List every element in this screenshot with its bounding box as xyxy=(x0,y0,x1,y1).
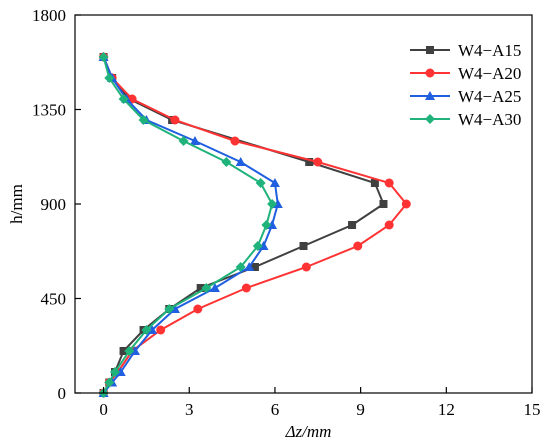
data-point xyxy=(141,325,152,335)
legend: W4−A15 W4−A20 W4−A25 W4−A30 xyxy=(410,41,521,129)
data-point xyxy=(235,262,246,272)
y-tick-label: 450 xyxy=(41,290,67,309)
legend-item: W4−A30 xyxy=(410,110,521,129)
data-point xyxy=(267,199,278,209)
data-point xyxy=(98,52,109,62)
legend-label: W4−A30 xyxy=(458,110,521,129)
y-tick-label: 900 xyxy=(41,195,67,214)
data-point xyxy=(379,200,388,208)
y-tick-label: 0 xyxy=(58,384,67,403)
data-point xyxy=(124,346,135,356)
data-point xyxy=(255,178,266,188)
series-3 xyxy=(98,52,283,397)
y-tick-label: 1350 xyxy=(32,101,66,120)
data-point xyxy=(118,94,129,104)
data-point xyxy=(230,136,240,146)
series-line xyxy=(102,56,408,394)
legend-marker xyxy=(426,46,434,54)
data-point xyxy=(201,283,212,293)
data-point xyxy=(301,262,311,272)
data-point xyxy=(109,367,120,377)
series-2 xyxy=(99,52,411,398)
data-point xyxy=(189,136,200,145)
x-tick-label: 3 xyxy=(185,400,194,419)
data-point xyxy=(401,199,411,209)
legend-label: W4−A20 xyxy=(458,64,521,83)
data-point xyxy=(313,157,323,167)
data-point xyxy=(370,179,379,187)
legend-label: W4−A15 xyxy=(458,41,521,60)
data-point xyxy=(164,304,175,314)
data-point xyxy=(104,377,115,388)
legend-item: W4−A20 xyxy=(410,64,521,83)
series-layer xyxy=(98,52,411,398)
data-point xyxy=(305,158,314,166)
legend-marker xyxy=(425,68,435,78)
legend-marker xyxy=(425,91,435,100)
data-point xyxy=(196,284,205,292)
data-point xyxy=(244,262,255,271)
data-point xyxy=(170,115,180,125)
data-point xyxy=(235,157,246,166)
data-point xyxy=(353,241,363,251)
data-point xyxy=(261,220,272,230)
series-line xyxy=(102,56,279,394)
series-4 xyxy=(98,52,278,398)
data-point xyxy=(178,136,189,146)
data-point xyxy=(269,178,280,187)
data-point xyxy=(384,220,394,230)
y-tick-label: 1800 xyxy=(32,6,66,25)
data-point xyxy=(221,157,232,167)
data-point xyxy=(348,221,357,229)
data-point xyxy=(119,347,128,355)
x-tick-label: 0 xyxy=(99,400,108,419)
data-point xyxy=(209,283,220,292)
series-line xyxy=(102,56,274,394)
data-point xyxy=(104,73,115,83)
data-point xyxy=(193,304,203,314)
data-point xyxy=(241,283,251,293)
legend-item: W4−A15 xyxy=(410,41,521,60)
data-point xyxy=(384,178,394,188)
y-axis-title: h/mm xyxy=(7,184,26,224)
data-point xyxy=(252,241,263,251)
x-tick-label: 15 xyxy=(524,400,541,419)
x-axis-title: Δz/mm xyxy=(285,422,332,441)
x-tick-label: 6 xyxy=(271,400,280,419)
x-tick-label: 12 xyxy=(438,400,455,419)
legend-item: W4−A25 xyxy=(410,87,521,106)
x-tick-label: 9 xyxy=(356,400,365,419)
legend-label: W4−A25 xyxy=(458,87,521,106)
legend-marker xyxy=(425,114,435,124)
data-point xyxy=(250,263,259,271)
data-point xyxy=(138,115,149,125)
series-line xyxy=(102,56,385,394)
data-point xyxy=(299,242,308,250)
axes-layer: 0 3 6 9 12 15 0 450 900 1350 1800 xyxy=(32,6,541,419)
data-point xyxy=(156,325,166,335)
